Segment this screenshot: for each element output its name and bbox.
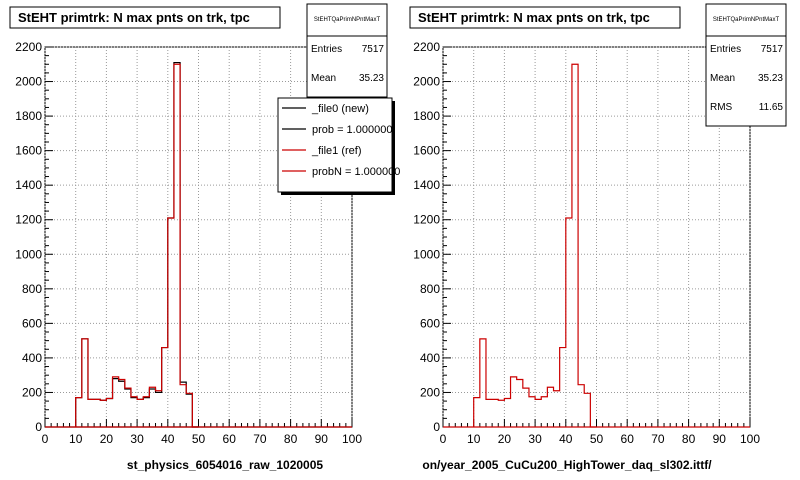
series-1-histogram (75, 63, 199, 428)
y-tick-label: 1400 (15, 178, 42, 192)
title-box (9, 6, 281, 29)
y-tick-label: 400 (22, 351, 42, 365)
y-tick-label: 2200 (413, 40, 440, 54)
y-tick-label: 1800 (15, 109, 42, 123)
legend-entry: _file1 (ref) (311, 145, 362, 157)
chart-panel-1: 0 10 20 30 40 50 60 70 80 90 100020040060080010001… (409, 3, 787, 472)
x-tick-label: 30 (528, 432, 542, 446)
x-tick-label: 0 (440, 432, 447, 446)
x-tick-label: 100 (342, 432, 362, 446)
stats-value: 11.65 (759, 102, 784, 113)
x-tick-label: 90 (315, 432, 329, 446)
chart-panel-0: 0 10 20 30 40 50 60 70 80 90 100020040060080010001… (9, 3, 400, 472)
chart-title: StEHT primtrk: N max pnts on trk, tpc (418, 10, 650, 25)
x-tick-label: 40 (559, 432, 573, 446)
legend-entry: _file0 (new) (311, 103, 369, 115)
stats-label: Entries (311, 44, 342, 55)
y-tick-label: 200 (22, 385, 42, 399)
stats-box (705, 3, 787, 127)
stats-label: Mean (710, 73, 735, 84)
y-tick-label: 1200 (15, 213, 42, 227)
title-box (409, 6, 681, 29)
x-tick-label: 20 (498, 432, 512, 446)
legend-entry: probN = 1.000000 (312, 166, 400, 178)
y-tick-label: 2200 (15, 40, 42, 54)
stats-label: Entries (710, 44, 741, 55)
x-tick-label: 90 (713, 432, 727, 446)
x-tick-label: 20 (100, 432, 114, 446)
series-0-histogram (473, 63, 597, 428)
y-tick-label: 1000 (15, 247, 42, 261)
x-tick-label: 70 (253, 432, 267, 446)
stats-name: StEHTQaPrimNPntMaxT (314, 17, 381, 23)
legend-entry: prob = 1.000000 (312, 124, 392, 136)
legend-box (277, 97, 393, 193)
x-tick-label: 100 (740, 432, 760, 446)
x-tick-label: 60 (223, 432, 237, 446)
y-tick-label: 400 (420, 351, 440, 365)
x-tick-label: 50 (192, 432, 206, 446)
y-tick-label: 2000 (413, 75, 440, 89)
stats-label: Mean (311, 73, 336, 84)
x-axis-label: on/year_2005_CuCu200_HighTower_daq_sl302… (422, 458, 712, 472)
x-tick-label: 10 (467, 432, 481, 446)
x-tick-label: 10 (69, 432, 83, 446)
stats-box (306, 3, 388, 98)
y-tick-label: 1600 (413, 144, 440, 158)
x-tick-label: 50 (590, 432, 604, 446)
x-axis-label: st_physics_6054016_raw_1020005 (127, 458, 323, 472)
x-tick-label: 70 (651, 432, 665, 446)
y-tick-label: 800 (22, 282, 42, 296)
chart-title: StEHT primtrk: N max pnts on trk, tpc (18, 10, 250, 25)
y-tick-label: 0 (433, 420, 440, 434)
y-tick-label: 600 (22, 316, 42, 330)
stats-value: 7517 (362, 44, 385, 55)
x-tick-label: 80 (284, 432, 298, 446)
y-tick-label: 1000 (413, 247, 440, 261)
x-tick-label: 80 (682, 432, 696, 446)
stats-name: StEHTQaPrimNPntMaxT (713, 17, 780, 23)
stats-value: 35.23 (758, 73, 783, 84)
y-tick-label: 1600 (15, 144, 42, 158)
y-tick-label: 1800 (413, 109, 440, 123)
stats-value: 35.23 (359, 73, 384, 84)
x-tick-label: 30 (130, 432, 144, 446)
y-tick-label: 1400 (413, 178, 440, 192)
y-tick-label: 200 (420, 385, 440, 399)
x-tick-label: 40 (161, 432, 175, 446)
y-tick-label: 800 (420, 282, 440, 296)
y-tick-label: 600 (420, 316, 440, 330)
y-tick-label: 1200 (413, 213, 440, 227)
x-tick-label: 0 (42, 432, 49, 446)
x-tick-label: 60 (621, 432, 635, 446)
y-tick-label: 0 (35, 420, 42, 434)
stats-value: 7517 (761, 44, 784, 55)
stats-label: RMS (710, 102, 733, 113)
y-tick-label: 2000 (15, 75, 42, 89)
